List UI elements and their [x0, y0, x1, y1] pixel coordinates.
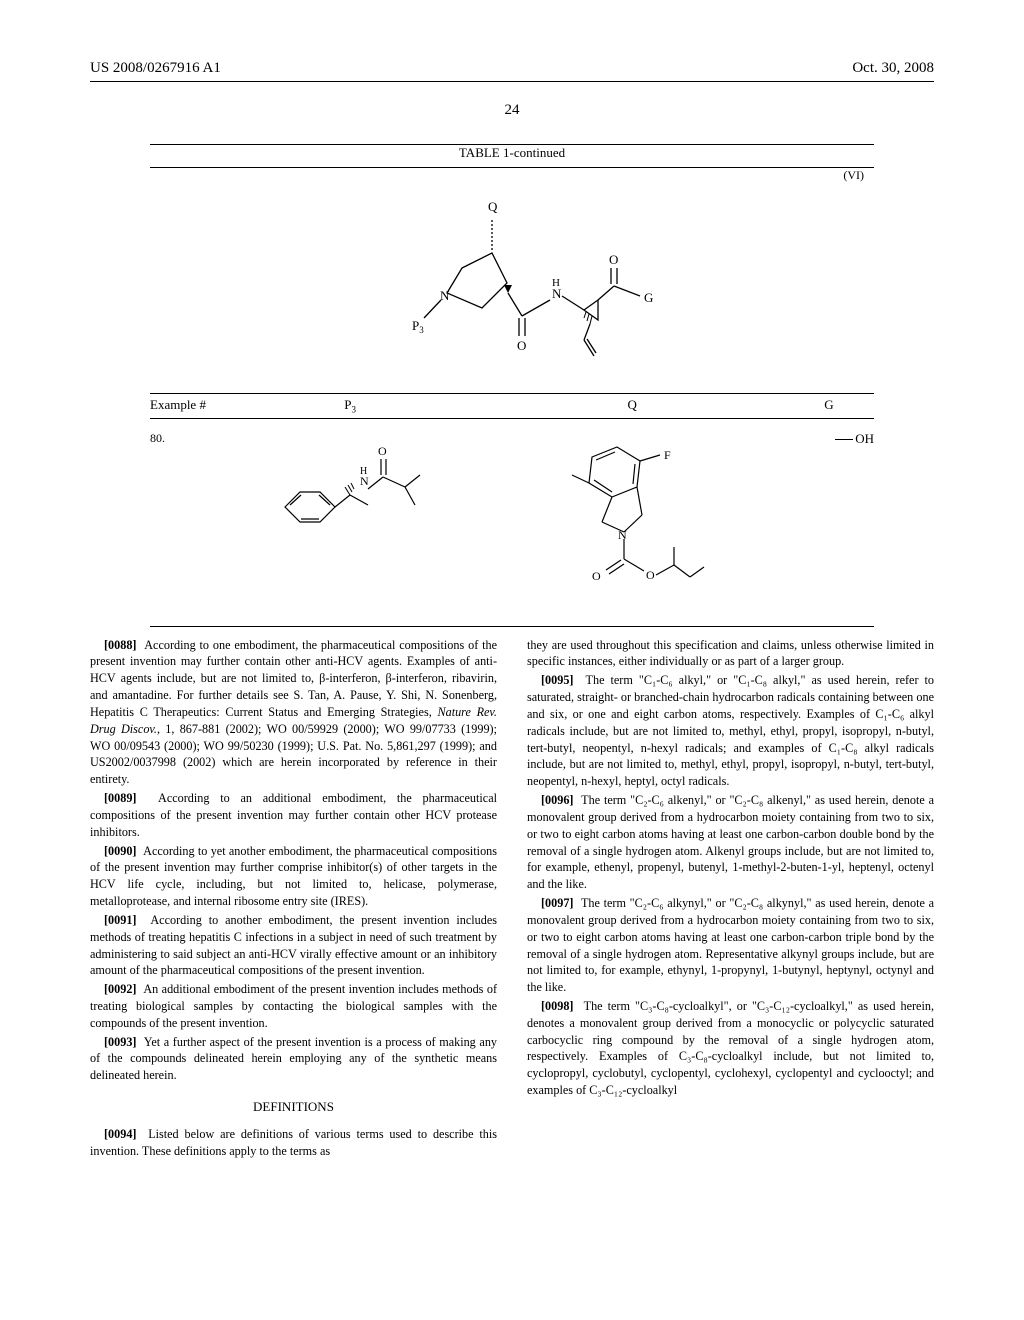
- publication-date: Oct. 30, 2008: [852, 60, 934, 77]
- definitions-heading: DEFINITIONS: [90, 1098, 497, 1116]
- svg-text:O: O: [517, 338, 526, 353]
- example-number: 80.: [150, 427, 220, 446]
- para-num: [0088]: [104, 638, 137, 652]
- svg-text:Q: Q: [488, 199, 498, 214]
- header-rule: [90, 81, 934, 82]
- table-header-row: Example # P3 Q G: [150, 394, 874, 418]
- th-example: Example #: [150, 397, 220, 415]
- th-g: G: [784, 397, 874, 415]
- continuation-text: they are used throughout this specificat…: [527, 637, 934, 671]
- formula-number: (VI): [843, 168, 864, 183]
- svg-text:N: N: [618, 528, 627, 542]
- svg-text:G: G: [644, 290, 653, 305]
- page-header: US 2008/0267916 A1 Oct. 30, 2008: [0, 0, 1024, 81]
- svg-text:H: H: [552, 277, 560, 289]
- svg-text:P3: P3: [412, 318, 424, 335]
- table-1: TABLE 1-continued (VI) N P3 Q O: [150, 144, 874, 627]
- body-columns: [0088] According to one embodiment, the …: [0, 637, 1024, 1162]
- svg-text:O: O: [592, 569, 601, 583]
- svg-text:F: F: [664, 448, 671, 462]
- svg-text:N: N: [440, 288, 450, 303]
- page-number: 24: [0, 102, 1024, 119]
- p3-structure: N H O: [220, 427, 480, 562]
- core-structure: (VI) N P3 Q O N H: [150, 168, 874, 393]
- th-p3: P3: [220, 397, 480, 415]
- th-q: Q: [480, 397, 784, 415]
- svg-text:O: O: [646, 568, 655, 582]
- publication-number: US 2008/0267916 A1: [90, 60, 221, 77]
- svg-text:O: O: [609, 252, 618, 267]
- svg-text:H: H: [360, 466, 367, 477]
- q-structure: F N O O: [480, 427, 784, 602]
- g-value: OH: [784, 427, 874, 447]
- left-column: [0088] According to one embodiment, the …: [90, 637, 497, 1162]
- svg-text:O: O: [378, 444, 387, 458]
- table-title: TABLE 1-continued: [150, 145, 874, 161]
- table-row: 80. N: [150, 419, 874, 620]
- structure-svg-main: N P3 Q O N H: [362, 178, 662, 378]
- right-column: they are used throughout this specificat…: [527, 637, 934, 1162]
